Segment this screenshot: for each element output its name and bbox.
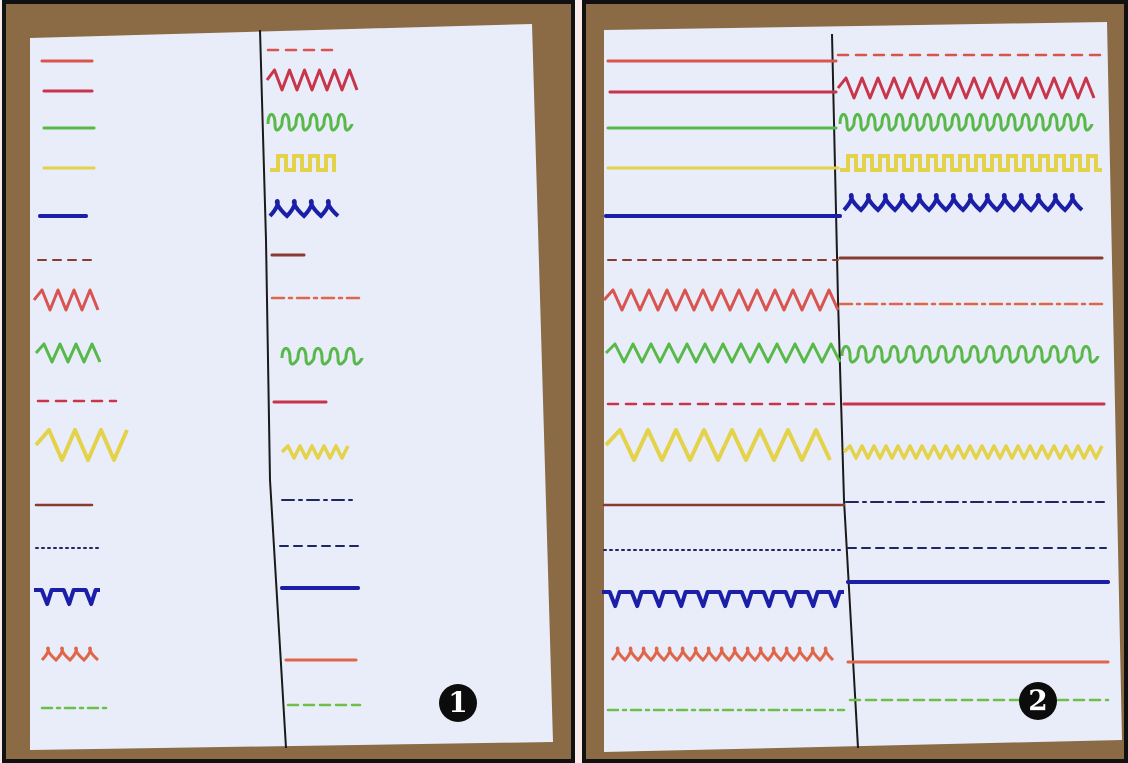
paper (30, 24, 553, 750)
panel-number-badge: 1 (439, 684, 477, 722)
square-wave-stroke (270, 154, 336, 172)
photo-panel-2: 2 (582, 0, 1128, 763)
photo-panel-1: 1 (2, 0, 575, 763)
loop-stroke (268, 199, 340, 219)
zigzag-stroke (602, 288, 840, 312)
zigzag-stroke (604, 342, 842, 364)
loop-stroke (610, 646, 835, 663)
zigzag-stroke (280, 444, 350, 460)
loop-stroke (842, 193, 1084, 213)
zigzag-stroke (842, 444, 1104, 460)
panel-number-badge: 2 (1019, 682, 1057, 720)
wave-stroke (838, 112, 1094, 132)
loop-stroke (40, 646, 100, 663)
wave-stroke (840, 344, 1100, 364)
wave-stroke (266, 112, 354, 132)
wave-stroke (280, 346, 364, 366)
zigzag-stroke (34, 428, 129, 462)
v-zigzag-stroke (34, 588, 100, 606)
paper-sheet-2 (582, 0, 1128, 763)
zigzag-stroke (604, 428, 832, 462)
square-wave-stroke (840, 154, 1102, 172)
fold-line (259, 29, 287, 749)
zigzag-stroke (34, 342, 102, 364)
zigzag-stroke (32, 288, 100, 312)
v-zigzag-stroke (602, 590, 844, 608)
zigzag-stroke (265, 68, 359, 92)
zigzag-stroke (836, 76, 1096, 100)
paper-sheet-1 (2, 0, 575, 763)
